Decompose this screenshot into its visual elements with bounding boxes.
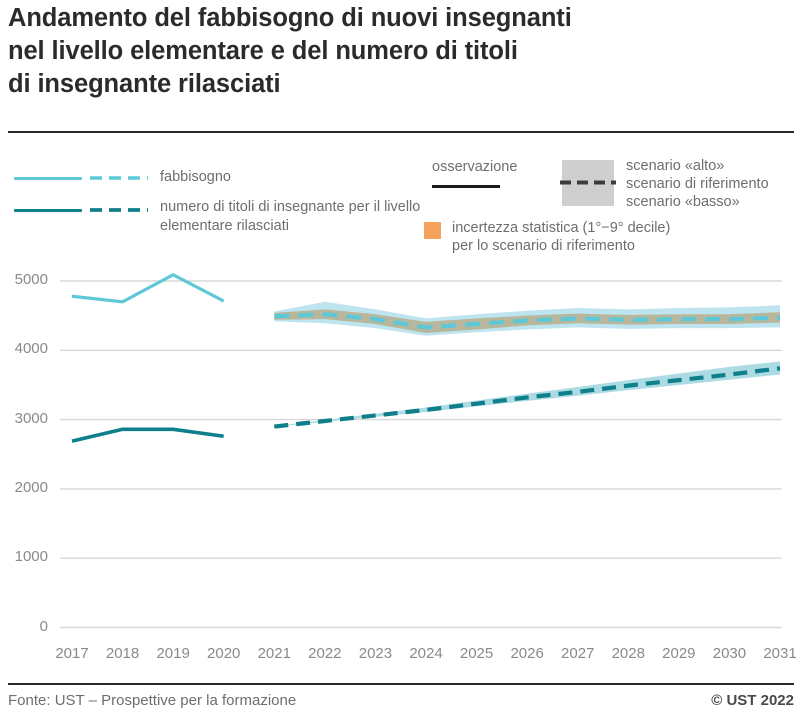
- x-tick-2017: 2017: [55, 645, 89, 662]
- line-fabbisogno-observation: [71, 273, 225, 304]
- legend-label-fabbisogno: fabbisogno: [160, 169, 231, 185]
- x-tick-2029: 2029: [662, 645, 696, 662]
- line-titoli-forecast: [274, 366, 781, 429]
- x-tick-2028: 2028: [611, 645, 645, 662]
- x-tick-2030: 2030: [712, 645, 747, 662]
- y-tick-3000: 3000: [14, 410, 48, 427]
- legend-label-scenario-basso: scenario «basso»: [626, 194, 740, 210]
- x-tick-2023: 2023: [358, 645, 393, 662]
- title-line-1: Andamento del fabbisogno di nuovi insegn…: [8, 4, 572, 32]
- x-tick-2031: 2031: [763, 645, 797, 662]
- legend-label-scenario-alto: scenario «alto»: [626, 158, 725, 174]
- chart-legend: fabbisogno numero di titoli di insegnant…: [0, 152, 802, 262]
- title-line-2: nel livello elementare e del numero di t…: [8, 37, 518, 65]
- title-line-3: di insegnante rilasciati: [8, 70, 281, 98]
- y-tick-5000: 5000: [14, 271, 48, 288]
- x-tick-2025: 2025: [459, 645, 494, 662]
- legend-label-titoli: numero di titoli di insegnante per il li…: [160, 199, 421, 234]
- footer-copyright: © UST 2022: [711, 692, 794, 709]
- page-title: Andamento del fabbisogno di nuovi insegn…: [8, 2, 788, 101]
- legend-swatch-osservazione: [432, 185, 500, 188]
- legend-swatch-scenario-reference: [560, 180, 616, 185]
- x-tick-2019: 2019: [156, 645, 190, 662]
- footer-source: Fonte: UST – Prospettive per la formazio…: [8, 692, 297, 709]
- legend-label-incertezza-2: per lo scenario di riferimento: [452, 238, 635, 254]
- legend-label-incertezza: incertezza statistica (1°−9° decile): [452, 220, 671, 236]
- x-tick-2022: 2022: [308, 645, 342, 662]
- y-tick-1000: 1000: [14, 548, 48, 565]
- legend-swatch-fabbisogno-solid: [14, 177, 82, 180]
- legend-swatch-titoli-solid: [14, 209, 82, 213]
- legend-label-scenario-riferimento: scenario di riferimento: [626, 176, 769, 192]
- legend-label-osservazione: osservazione: [432, 159, 518, 175]
- x-tick-2026: 2026: [510, 645, 544, 662]
- x-tick-2027: 2027: [561, 645, 595, 662]
- legend-swatch-fabbisogno-dashed: [90, 176, 148, 180]
- x-tick-2021: 2021: [257, 645, 291, 662]
- legend-swatch-incertezza: [424, 222, 441, 239]
- band-titoli-scenario: [274, 361, 780, 427]
- y-tick-0: 0: [39, 618, 48, 635]
- line-fabbisogno-forecast: [274, 312, 781, 330]
- y-tick-2000: 2000: [14, 479, 48, 496]
- x-tick-2024: 2024: [409, 645, 443, 662]
- legend-swatch-titoli-dashed: [90, 208, 148, 212]
- x-tick-2018: 2018: [105, 645, 140, 662]
- y-tick-4000: 4000: [14, 340, 48, 357]
- x-tick-2020: 2020: [207, 645, 241, 662]
- line-titoli-observation: [71, 427, 224, 443]
- footer-divider: [8, 683, 794, 685]
- title-divider: [8, 131, 794, 133]
